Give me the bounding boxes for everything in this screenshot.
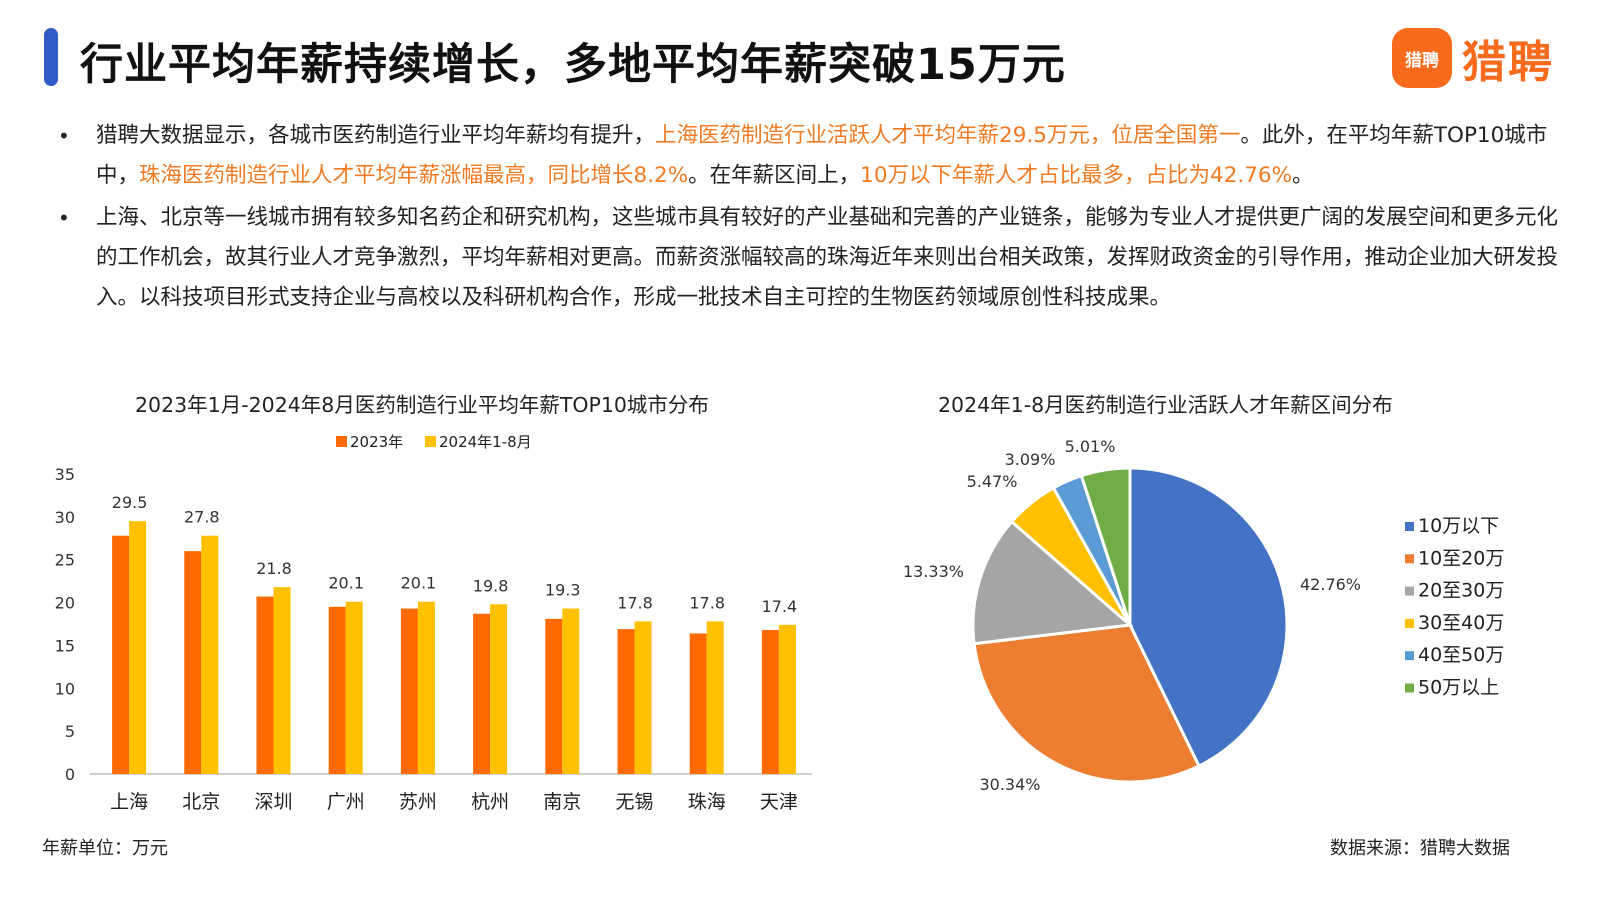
bullet-1-highlight-2: 珠海医药制造行业人才平均年薪涨幅最高，同比增长8.2% bbox=[139, 163, 689, 188]
bar-2023-5 bbox=[400, 608, 418, 774]
bar-2023-6 bbox=[473, 613, 491, 774]
y-tick-label: 0 bbox=[65, 765, 75, 784]
pie-legend-swatch-3 bbox=[1405, 586, 1414, 596]
bullet-item-1: • 猎聘大数据显示，各城市医药制造行业平均年薪均有提升，上海医药制造行业活跃人才… bbox=[58, 116, 1568, 196]
y-tick-label: 30 bbox=[55, 508, 75, 527]
pie-data-label: 30.34% bbox=[979, 775, 1040, 794]
x-tick-label: 无锡 bbox=[615, 791, 653, 813]
data-label: 17.8 bbox=[617, 593, 653, 612]
pie-legend-label-3: 20至30万 bbox=[1418, 580, 1504, 602]
pie-slice-1 bbox=[1128, 466, 1289, 769]
bullet-1-seg-5: 。在年薪区间上， bbox=[688, 163, 861, 188]
bullet-item-2: • 上海、北京等一线城市拥有较多知名药企和研究机构，这些城市具有较好的产业基础和… bbox=[58, 198, 1568, 318]
bar-2024-3 bbox=[273, 587, 291, 774]
bar-2024-4 bbox=[345, 601, 363, 774]
pie-chart-title: 2024年1-8月医药制造行业活跃人才年薪区间分布 bbox=[938, 393, 1393, 417]
bar-chart: 2023年 2024年1-8月 0 5 10 15 20 25 30 35 29.5 上海 27.8 北京… bbox=[55, 433, 812, 813]
data-label: 29.5 bbox=[112, 493, 148, 512]
bar-2024-2 bbox=[201, 535, 219, 774]
data-label: 21.8 bbox=[256, 559, 292, 578]
pie-data-label: 5.01% bbox=[1065, 437, 1116, 456]
bullet-2-text: 上海、北京等一线城市拥有较多知名药企和研究机构，这些城市具有较好的产业基础和完善… bbox=[96, 205, 1559, 310]
x-tick-label: 深圳 bbox=[254, 791, 292, 813]
bar-chart-title: 2023年1月-2024年8月医药制造行业平均年薪TOP10城市分布 bbox=[135, 393, 709, 417]
bar-2023-7 bbox=[545, 618, 563, 774]
bar-2023-3 bbox=[256, 596, 274, 774]
x-tick-label: 北京 bbox=[182, 791, 220, 813]
data-label: 20.1 bbox=[328, 574, 364, 593]
title-accent-bar bbox=[44, 28, 58, 86]
pie-data-label: 3.09% bbox=[1005, 450, 1056, 469]
y-tick-label: 5 bbox=[65, 722, 75, 741]
data-label: 27.8 bbox=[184, 508, 220, 527]
y-tick-label: 15 bbox=[55, 636, 75, 655]
pie-legend-swatch-1 bbox=[1405, 522, 1414, 531]
data-label: 19.3 bbox=[545, 581, 581, 600]
bar-2024-5 bbox=[417, 601, 435, 774]
pie-legend-label-1: 10万以下 bbox=[1418, 515, 1499, 537]
pie-slice-3 bbox=[971, 519, 1134, 646]
bullet-1-seg-7: 。 bbox=[1292, 163, 1314, 188]
data-label: 19.8 bbox=[473, 576, 509, 595]
pie-slice-2 bbox=[972, 623, 1201, 784]
pie-legend-swatch-2 bbox=[1405, 554, 1414, 564]
pie-slice-6 bbox=[1079, 466, 1132, 626]
bullet-1-highlight-1: 上海医药制造行业活跃人才平均年薪29.5万元，位居全国第一 bbox=[655, 123, 1241, 148]
bar-2023-10 bbox=[761, 630, 779, 774]
pie-legend-label-2: 10至20万 bbox=[1418, 547, 1504, 569]
pie-legend-label-6: 50万以上 bbox=[1418, 677, 1499, 699]
x-tick-label: 苏州 bbox=[399, 791, 437, 813]
pie-data-label: 5.47% bbox=[967, 472, 1018, 491]
legend-swatch-2 bbox=[425, 436, 436, 447]
bullet-dot: • bbox=[58, 124, 70, 148]
pie-legend-swatch-6 bbox=[1405, 683, 1414, 693]
bar-2024-10 bbox=[778, 624, 796, 774]
brand-logo: 猎聘 猎聘 bbox=[1392, 26, 1554, 90]
y-tick-label: 10 bbox=[55, 679, 75, 698]
y-tick-label: 25 bbox=[55, 551, 75, 570]
bar-2023-2 bbox=[184, 551, 202, 774]
bullet-1-highlight-3: 10万以下年薪人才占比最多，占比为42.76% bbox=[860, 163, 1292, 188]
pie-data-label: 42.76% bbox=[1300, 575, 1361, 594]
x-tick-label: 上海 bbox=[110, 791, 148, 813]
unit-note: 年薪单位：万元 bbox=[42, 838, 168, 859]
page-title: 行业平均年薪持续增长，多地平均年薪突破15万元 bbox=[80, 40, 1066, 90]
bar-2023-9 bbox=[689, 633, 707, 774]
pie-data-label: 13.33% bbox=[903, 562, 964, 581]
data-label: 20.1 bbox=[401, 574, 437, 593]
bar-2024-8 bbox=[634, 621, 652, 774]
bar-2024-6 bbox=[490, 604, 508, 774]
pie-legend-swatch-4 bbox=[1405, 618, 1414, 628]
x-tick-label: 珠海 bbox=[688, 791, 726, 813]
logo-mark: 猎聘 bbox=[1392, 28, 1452, 88]
bar-2024-9 bbox=[706, 621, 724, 774]
y-tick-label: 35 bbox=[55, 465, 75, 484]
pie-legend-label-4: 30至40万 bbox=[1418, 612, 1504, 634]
bullet-1-seg-3: 。此外，在平均年薪TOP10城市中， bbox=[96, 123, 1548, 188]
x-tick-label: 南京 bbox=[543, 791, 581, 813]
legend-swatch-1 bbox=[336, 436, 347, 447]
x-tick-label: 天津 bbox=[760, 791, 798, 813]
pie-legend-swatch-5 bbox=[1405, 651, 1414, 661]
bar-2024-1 bbox=[129, 521, 147, 774]
logo-text: 猎聘 bbox=[1462, 37, 1554, 88]
source-note: 数据来源：猎聘大数据 bbox=[1330, 838, 1510, 859]
bar-2024-7 bbox=[562, 608, 580, 774]
legend-label-1: 2023年 bbox=[350, 433, 403, 451]
data-label: 17.4 bbox=[762, 597, 798, 616]
bullet-dot: • bbox=[58, 206, 70, 230]
x-tick-label: 广州 bbox=[327, 791, 365, 813]
bar-2023-1 bbox=[112, 535, 130, 774]
legend-label-2: 2024年1-8月 bbox=[439, 433, 532, 451]
y-tick-label: 20 bbox=[55, 594, 75, 613]
data-label: 17.8 bbox=[689, 593, 725, 612]
pie-chart: 42.76% 30.34% 13.33% 5.47% 3.09% 5.01% 10万以下 10… bbox=[903, 437, 1504, 794]
bar-2023-4 bbox=[328, 606, 346, 774]
bullet-list: • 猎聘大数据显示，各城市医药制造行业平均年薪均有提升，上海医药制造行业活跃人才… bbox=[58, 116, 1568, 320]
bar-2023-8 bbox=[617, 629, 635, 774]
x-tick-label: 杭州 bbox=[471, 791, 509, 813]
pie-legend-label-5: 40至50万 bbox=[1418, 644, 1504, 666]
bullet-1-seg-1: 猎聘大数据显示，各城市医药制造行业平均年薪均有提升， bbox=[96, 123, 656, 148]
